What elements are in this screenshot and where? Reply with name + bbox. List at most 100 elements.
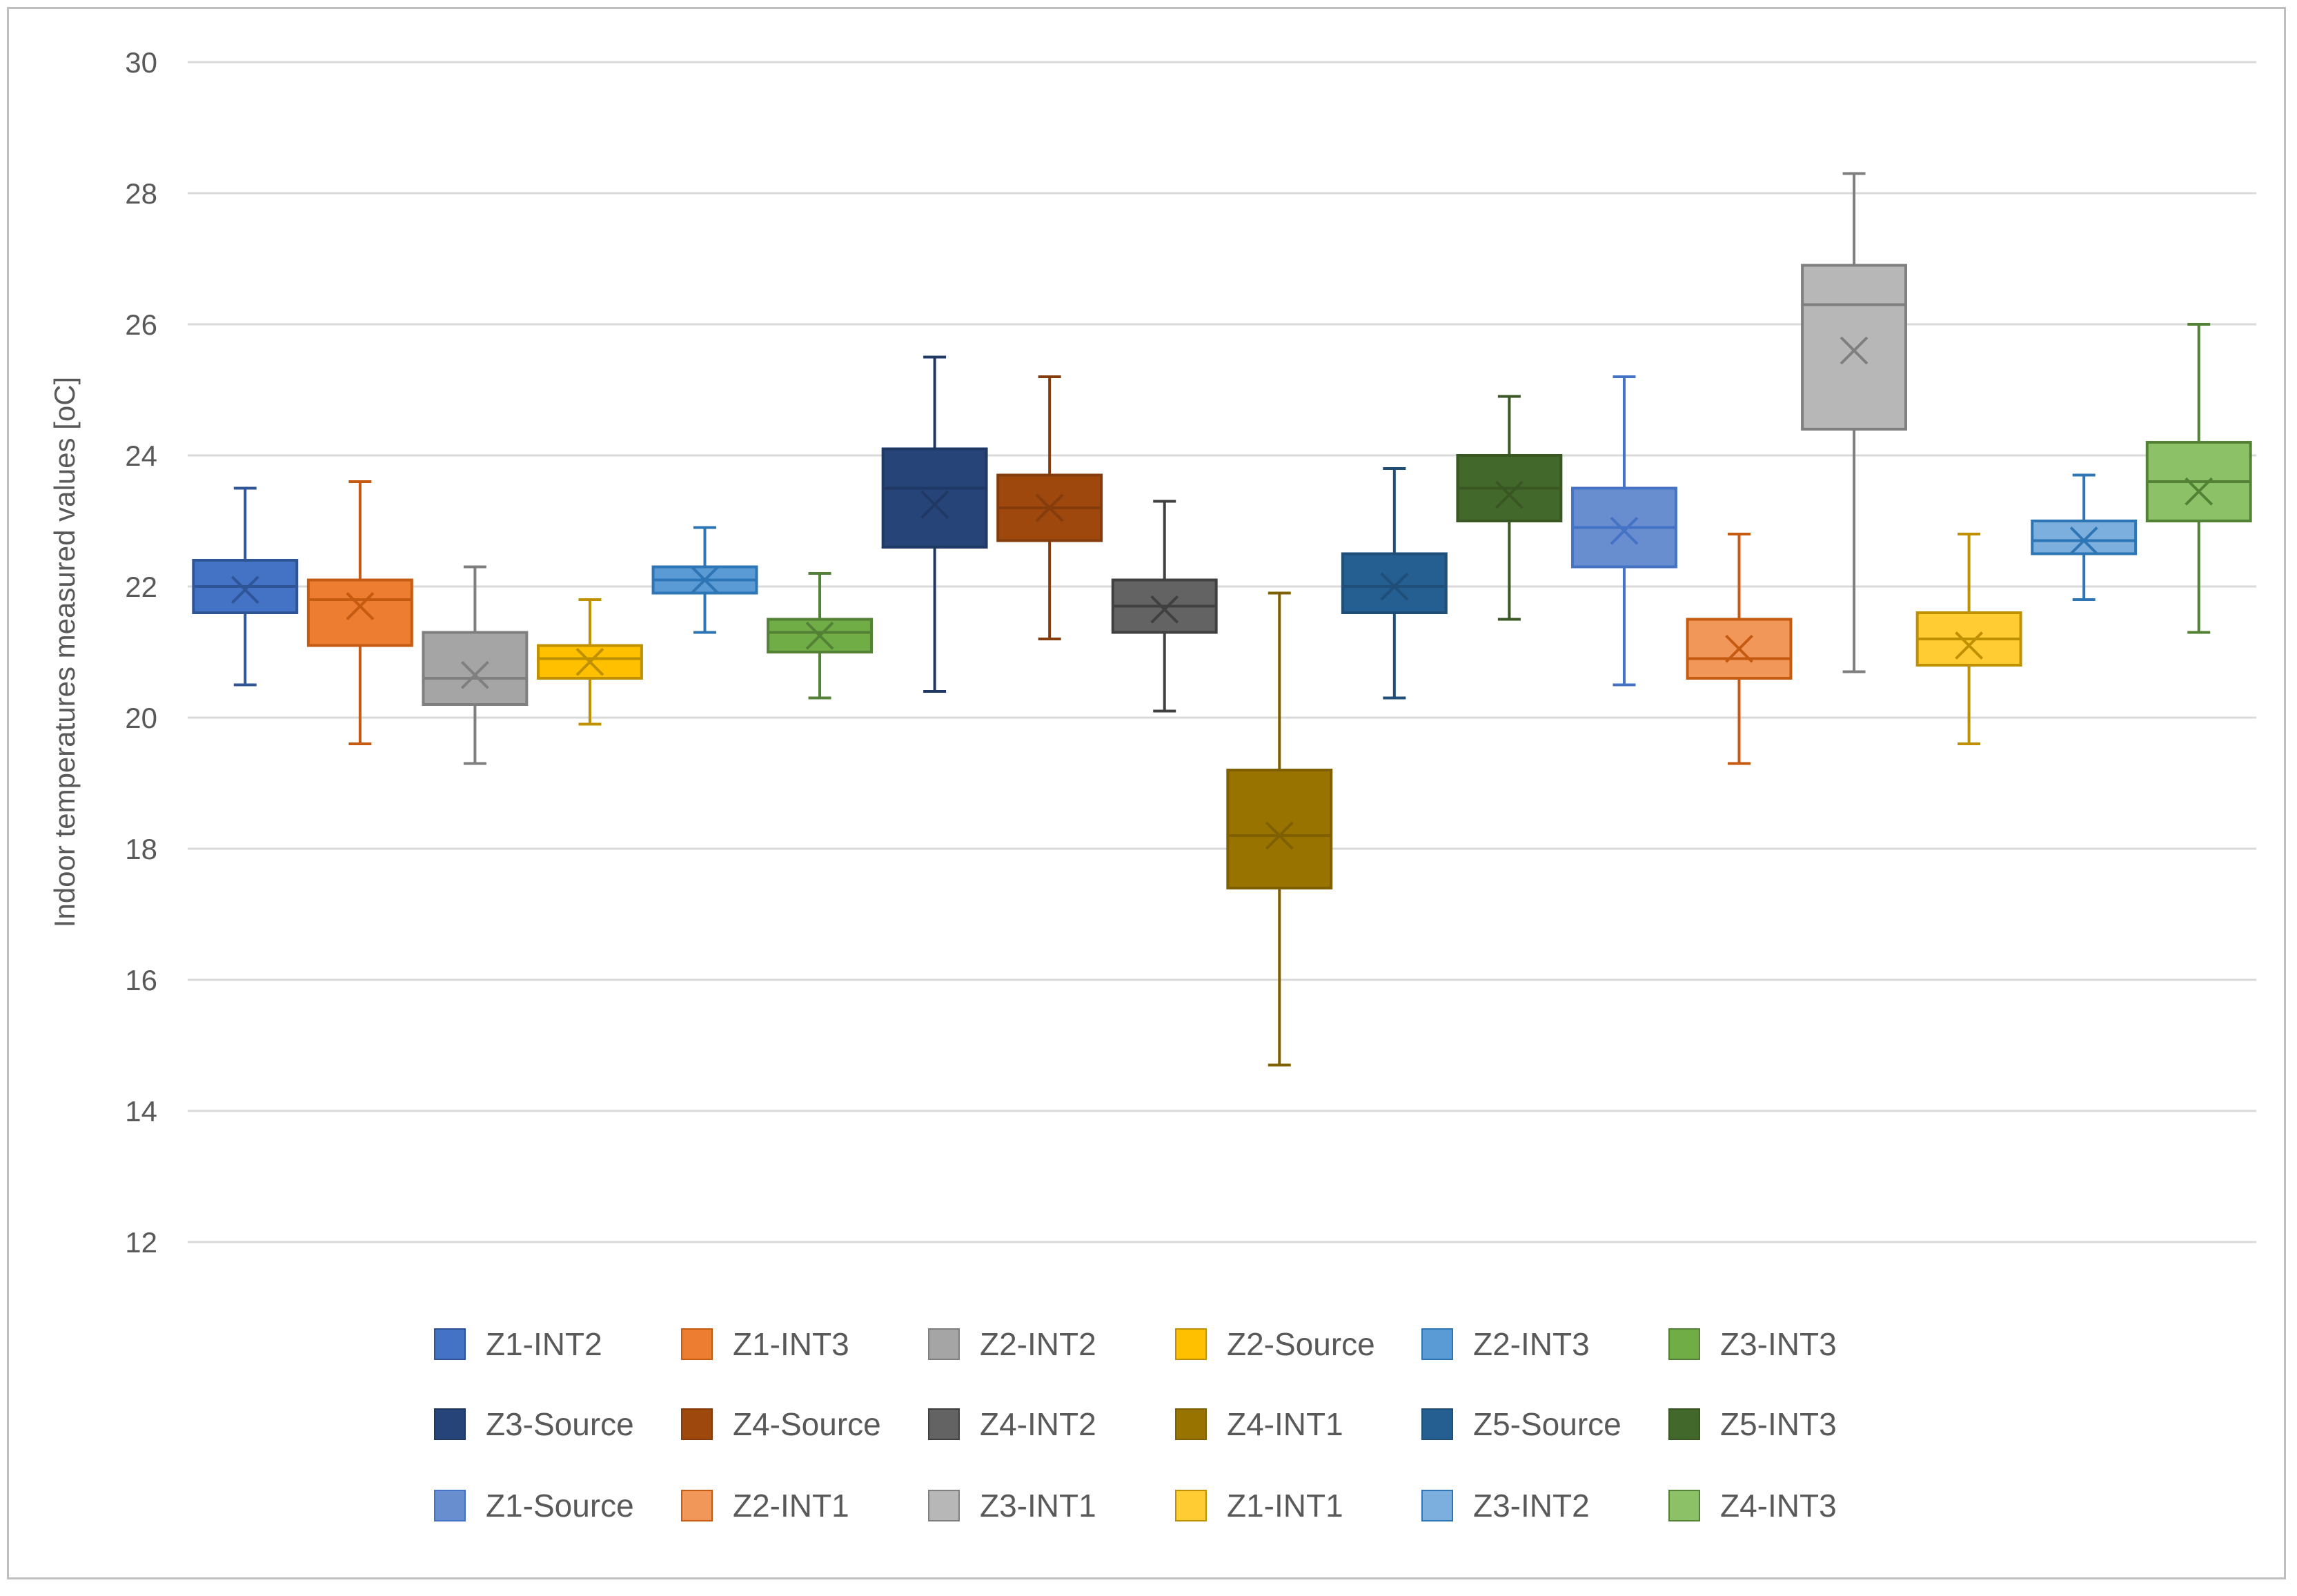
- mean-marker: [1495, 480, 1524, 509]
- legend-item-z1-int2: Z1-INT2: [434, 1326, 602, 1362]
- legend-swatch: [1668, 1490, 1700, 1521]
- box-z1-int2: [192, 486, 299, 687]
- mean-marker: [460, 660, 489, 689]
- legend-item-z2-int1: Z2-INT1: [681, 1488, 849, 1524]
- y-axis-label: Indoor temperatures measured values [oC]: [48, 377, 81, 927]
- legend-swatch: [434, 1328, 466, 1360]
- legend-item-z4-source: Z4-Source: [681, 1406, 881, 1442]
- y-axis-ticks: 12 14 16 18 20 22 24 26 28 30: [125, 46, 157, 1259]
- y-tick-label: 24: [125, 440, 157, 472]
- legend-swatch: [1668, 1328, 1700, 1360]
- box-z3-source: [881, 355, 988, 693]
- mean-marker: [575, 647, 604, 676]
- legend-label: Z3-INT1: [980, 1488, 1096, 1524]
- iqr-box: [1226, 769, 1333, 889]
- legend-swatch: [1175, 1328, 1207, 1360]
- legend-label: Z4-INT1: [1227, 1406, 1343, 1442]
- y-tick-label: 28: [125, 177, 157, 210]
- legend-label: Z2-INT2: [980, 1326, 1096, 1362]
- mean-marker: [2069, 526, 2098, 555]
- box-z2-int3: [651, 526, 758, 634]
- box-z3-int3: [767, 572, 874, 700]
- legend-label: Z1-INT1: [1227, 1488, 1343, 1524]
- mean-marker: [1840, 336, 1869, 365]
- legend-swatch: [1668, 1408, 1700, 1440]
- legend-item-z4-int1: Z4-INT1: [1175, 1406, 1343, 1442]
- iqr-box: [1801, 264, 1908, 431]
- legend-item-z3-int2: Z3-INT2: [1421, 1488, 1590, 1524]
- box-z1-int3: [306, 480, 413, 745]
- mean-marker: [1725, 634, 1753, 663]
- mean-marker: [920, 490, 949, 519]
- gridlines: [188, 61, 2256, 1243]
- box-z5-source: [1341, 467, 1448, 700]
- legend-label: Z3-INT2: [1473, 1488, 1590, 1524]
- legend-item-z3-source: Z3-Source: [434, 1406, 634, 1442]
- legend-label: Z5-Source: [1473, 1406, 1621, 1442]
- mean-marker: [1380, 572, 1409, 601]
- legend-item-z4-int3: Z4-INT3: [1668, 1488, 1837, 1524]
- box-series: [192, 172, 2252, 1067]
- legend-label: Z4-INT2: [980, 1406, 1096, 1442]
- legend-item-z1-source: Z1-Source: [434, 1488, 634, 1524]
- legend-swatch: [434, 1490, 466, 1521]
- legend-swatch: [1175, 1490, 1207, 1521]
- legend-swatch: [1421, 1490, 1453, 1521]
- iqr-box: [306, 578, 413, 647]
- iqr-box: [881, 447, 988, 549]
- box-z2-int1: [1686, 533, 1793, 765]
- legend-label: Z2-Source: [1227, 1326, 1375, 1362]
- mean-marker: [1610, 516, 1639, 545]
- legend-item-z2-int2: Z2-INT2: [928, 1326, 1096, 1362]
- box-z3-int2: [2031, 473, 2138, 601]
- mean-marker: [1955, 631, 1984, 660]
- legend-swatch: [1421, 1328, 1453, 1360]
- y-tick-label: 12: [125, 1226, 157, 1259]
- box-z1-int1: [1915, 533, 2022, 745]
- legend: Z1-INT2 Z1-INT3 Z2-INT2 Z2-Source Z2-INT3 Z3-…: [434, 1326, 1837, 1524]
- legend-label: Z1-INT3: [733, 1326, 849, 1362]
- y-tick-label: 26: [125, 308, 157, 341]
- legend-swatch: [681, 1490, 713, 1521]
- legend-item-z1-int1: Z1-INT1: [1175, 1488, 1343, 1524]
- y-tick-label: 20: [125, 702, 157, 734]
- box-z4-source: [996, 375, 1103, 640]
- iqr-box: [422, 631, 529, 706]
- legend-label: Z3-INT3: [1720, 1326, 1837, 1362]
- legend-swatch: [681, 1408, 713, 1440]
- iqr-box: [1341, 552, 1448, 614]
- mean-marker: [2185, 477, 2214, 506]
- mean-marker: [805, 621, 834, 650]
- y-tick-label: 16: [125, 964, 157, 996]
- legend-label: Z3-Source: [486, 1406, 634, 1442]
- mean-marker: [1150, 595, 1179, 624]
- legend-item-z3-int1: Z3-INT1: [928, 1488, 1096, 1524]
- y-tick-label: 14: [125, 1095, 157, 1127]
- legend-item-z3-int3: Z3-INT3: [1668, 1326, 1837, 1362]
- mean-marker: [1035, 493, 1064, 522]
- box-z2-source: [536, 598, 643, 726]
- legend-swatch: [1421, 1408, 1453, 1440]
- legend-label: Z2-INT3: [1473, 1326, 1590, 1362]
- y-tick-label: 30: [125, 46, 157, 79]
- legend-item-z2-source: Z2-Source: [1175, 1326, 1375, 1362]
- box-z5-int3: [1456, 395, 1563, 621]
- legend-swatch: [928, 1408, 960, 1440]
- box-z4-int2: [1111, 500, 1218, 713]
- y-tick-label: 18: [125, 833, 157, 865]
- legend-label: Z1-INT2: [486, 1326, 602, 1362]
- mean-marker: [691, 566, 719, 594]
- legend-item-z4-int2: Z4-INT2: [928, 1406, 1096, 1442]
- box-z4-int1: [1226, 591, 1333, 1067]
- legend-item-z2-int3: Z2-INT3: [1421, 1326, 1590, 1362]
- iqr-box: [2031, 520, 2138, 555]
- legend-swatch: [434, 1408, 466, 1440]
- legend-label: Z4-Source: [733, 1406, 881, 1442]
- box-z1-source: [1570, 375, 1677, 687]
- mean-marker: [346, 592, 375, 620]
- legend-label: Z2-INT1: [733, 1488, 849, 1524]
- legend-swatch: [928, 1328, 960, 1360]
- legend-label: Z4-INT3: [1720, 1488, 1837, 1524]
- iqr-box: [1686, 618, 1793, 680]
